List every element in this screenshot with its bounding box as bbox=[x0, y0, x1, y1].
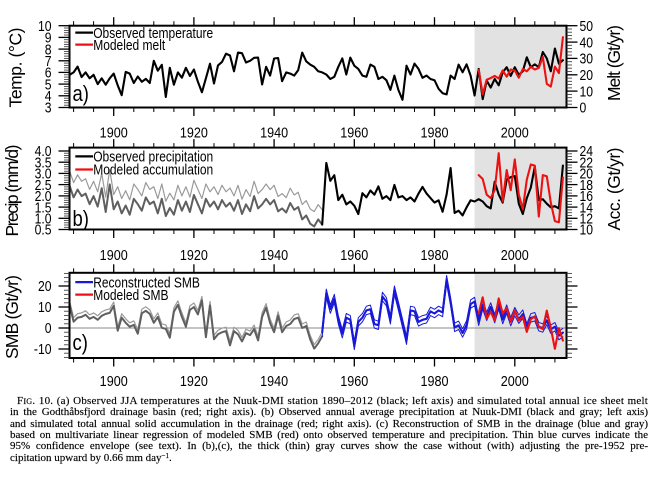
svg-text:1920: 1920 bbox=[180, 246, 208, 263]
svg-text:Acc. (Gt/yr): Acc. (Gt/yr) bbox=[604, 148, 624, 231]
svg-text:1.5: 1.5 bbox=[35, 199, 52, 215]
svg-text:5: 5 bbox=[45, 76, 52, 92]
svg-text:1940: 1940 bbox=[260, 372, 288, 389]
svg-text:3: 3 bbox=[45, 100, 52, 116]
svg-text:1940: 1940 bbox=[260, 246, 288, 263]
svg-text:20: 20 bbox=[38, 278, 52, 294]
svg-text:0.5: 0.5 bbox=[35, 222, 52, 238]
svg-text:a): a) bbox=[73, 83, 89, 107]
svg-text:12: 12 bbox=[580, 211, 594, 227]
svg-text:9: 9 bbox=[45, 30, 52, 46]
svg-text:4.0: 4.0 bbox=[35, 143, 52, 159]
svg-text:20: 20 bbox=[580, 166, 594, 182]
svg-text:c): c) bbox=[73, 332, 88, 356]
svg-text:8: 8 bbox=[45, 41, 52, 57]
svg-text:10: 10 bbox=[580, 222, 594, 238]
svg-text:1940: 1940 bbox=[260, 123, 288, 140]
svg-text:1920: 1920 bbox=[180, 372, 208, 389]
svg-text:24: 24 bbox=[580, 143, 594, 159]
svg-text:1960: 1960 bbox=[340, 246, 368, 263]
svg-text:2000: 2000 bbox=[501, 246, 529, 263]
svg-text:50: 50 bbox=[580, 18, 594, 34]
svg-text:1960: 1960 bbox=[340, 372, 368, 389]
svg-text:2.5: 2.5 bbox=[35, 177, 52, 193]
svg-text:b): b) bbox=[73, 207, 89, 231]
svg-text:7: 7 bbox=[45, 53, 52, 69]
svg-text:Melt (Gt/yr): Melt (Gt/yr) bbox=[604, 25, 624, 101]
svg-text:Precip (mm/d): Precip (mm/d) bbox=[2, 145, 22, 237]
svg-text:Reconstructed SMB: Reconstructed SMB bbox=[93, 274, 200, 290]
svg-text:2.0: 2.0 bbox=[35, 188, 52, 204]
svg-text:1920: 1920 bbox=[180, 123, 208, 140]
svg-text:Modeled SMB: Modeled SMB bbox=[93, 287, 169, 303]
svg-text:1900: 1900 bbox=[100, 123, 128, 140]
svg-text:22: 22 bbox=[580, 154, 594, 170]
svg-text:0: 0 bbox=[45, 320, 52, 336]
svg-text:10: 10 bbox=[38, 18, 52, 34]
svg-text:Modeled melt: Modeled melt bbox=[93, 37, 165, 53]
svg-text:1960: 1960 bbox=[340, 123, 368, 140]
svg-text:Observed precipitation: Observed precipitation bbox=[93, 149, 213, 165]
svg-text:2000: 2000 bbox=[501, 123, 529, 140]
svg-text:3.5: 3.5 bbox=[35, 154, 52, 170]
svg-text:30: 30 bbox=[580, 51, 594, 67]
svg-text:1980: 1980 bbox=[420, 123, 448, 140]
svg-text:1980: 1980 bbox=[420, 372, 448, 389]
svg-text:0: 0 bbox=[580, 100, 587, 116]
svg-text:1980: 1980 bbox=[420, 246, 448, 263]
svg-text:Temp. (°C): Temp. (°C) bbox=[6, 28, 26, 108]
svg-text:10: 10 bbox=[38, 299, 52, 315]
svg-text:SMB (Gt/yr): SMB (Gt/yr) bbox=[2, 275, 22, 359]
svg-text:1900: 1900 bbox=[100, 246, 128, 263]
svg-text:1900: 1900 bbox=[100, 372, 128, 389]
svg-text:Observed temperature: Observed temperature bbox=[93, 25, 213, 41]
svg-text:2000: 2000 bbox=[501, 372, 529, 389]
svg-text:Modeled accumulation: Modeled accumulation bbox=[93, 162, 213, 178]
svg-text:10: 10 bbox=[580, 83, 594, 99]
svg-text:20: 20 bbox=[580, 67, 594, 83]
svg-text:4: 4 bbox=[45, 88, 52, 104]
svg-text:14: 14 bbox=[580, 199, 594, 215]
svg-text:3.0: 3.0 bbox=[35, 166, 52, 182]
svg-text:40: 40 bbox=[580, 34, 594, 50]
svg-text:16: 16 bbox=[580, 188, 594, 204]
svg-text:-10: -10 bbox=[34, 341, 52, 357]
svg-text:1.0: 1.0 bbox=[35, 211, 52, 227]
svg-text:18: 18 bbox=[580, 177, 594, 193]
svg-text:6: 6 bbox=[45, 65, 52, 81]
